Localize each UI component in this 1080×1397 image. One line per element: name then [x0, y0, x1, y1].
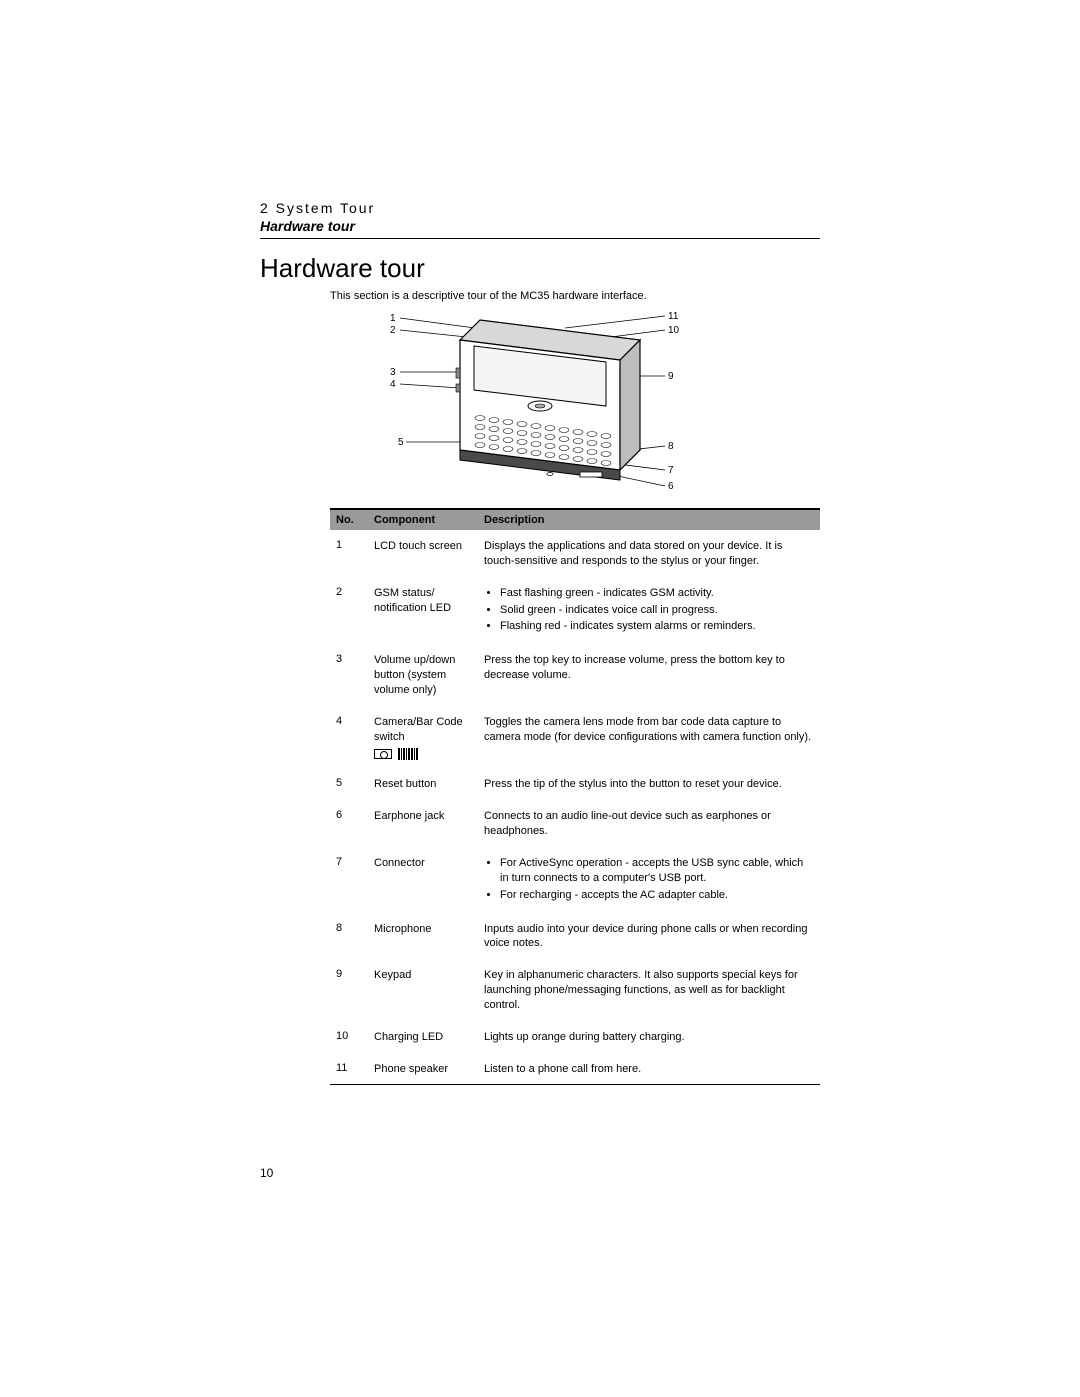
cell-component: Connector	[374, 856, 484, 905]
table-row: 4Camera/Bar Code switchToggles the camer…	[330, 706, 820, 769]
device-diagram: 1 2 3 4 5 6 7 8 9 10 11	[330, 310, 730, 500]
bullet-item: For recharging - accepts the AC adapter …	[500, 888, 814, 903]
cell-description: Lights up orange during battery charging…	[484, 1030, 814, 1045]
cell-no: 7	[336, 856, 374, 905]
table-row: 6Earphone jackConnects to an audio line-…	[330, 800, 820, 847]
callout-8: 8	[668, 442, 674, 452]
cell-component: GSM status/ notification LED	[374, 586, 484, 637]
cell-component: Phone speaker	[374, 1062, 484, 1077]
cell-no: 5	[336, 777, 374, 792]
callout-5: 5	[398, 438, 404, 448]
callout-11: 11	[668, 312, 678, 322]
component-table: No. Component Description 1LCD touch scr…	[330, 508, 820, 1085]
callout-3: 3	[390, 368, 396, 378]
callout-10: 10	[668, 326, 679, 336]
cell-no: 10	[336, 1030, 374, 1045]
cell-component: Camera/Bar Code switch	[374, 715, 484, 761]
cell-component: Charging LED	[374, 1030, 484, 1045]
camera-barcode-icon	[374, 748, 476, 760]
cell-no: 11	[336, 1062, 374, 1077]
col-header-desc: Description	[484, 514, 814, 526]
col-header-comp: Component	[374, 514, 484, 526]
callout-2: 2	[390, 326, 396, 336]
cell-no: 1	[336, 539, 374, 569]
callout-9: 9	[668, 372, 674, 382]
cell-description: Connects to an audio line-out device suc…	[484, 809, 814, 839]
table-row: 2GSM status/ notification LED Fast flashi…	[330, 577, 820, 645]
cell-description: For ActiveSync operation - accepts the U…	[484, 856, 814, 905]
bullet-item: Fast flashing green - indicates GSM acti…	[500, 586, 814, 601]
cell-description: Key in alphanumeric characters. It also …	[484, 968, 814, 1013]
page-body: 2 System Tour Hardware tour Hardware tou…	[260, 200, 820, 1085]
table-row: 11Phone speakerListen to a phone call fr…	[330, 1053, 820, 1085]
cell-description: Inputs audio into your device during pho…	[484, 922, 814, 952]
bullet-item: Flashing red - indicates system alarms o…	[500, 619, 814, 634]
cell-description: Fast flashing green - indicates GSM acti…	[484, 586, 814, 637]
callout-6: 6	[668, 482, 674, 492]
cell-no: 4	[336, 715, 374, 761]
callout-7: 7	[668, 466, 674, 476]
cell-component: LCD touch screen	[374, 539, 484, 569]
cell-description: Press the tip of the stylus into the but…	[484, 777, 814, 792]
table-row: 5Reset buttonPress the tip of the stylus…	[330, 768, 820, 800]
cell-component: Reset button	[374, 777, 484, 792]
cell-component: Volume up/down button (system volume onl…	[374, 653, 484, 698]
intro-text: This section is a descriptive tour of th…	[330, 290, 820, 302]
table-row: 8MicrophoneInputs audio into your device…	[330, 913, 820, 960]
cell-description: Listen to a phone call from here.	[484, 1062, 814, 1077]
table-row: 10Charging LEDLights up orange during ba…	[330, 1021, 820, 1053]
cell-no: 6	[336, 809, 374, 839]
callout-1: 1	[390, 314, 396, 324]
table-row: 7Connector For ActiveSync operation - acc…	[330, 847, 820, 913]
cell-description: Displays the applications and data store…	[484, 539, 814, 569]
cell-component: Microphone	[374, 922, 484, 952]
cell-component: Keypad	[374, 968, 484, 1013]
chapter-heading: 2 System Tour	[260, 200, 820, 216]
cell-description: Press the top key to increase volume, pr…	[484, 653, 814, 698]
col-header-no: No.	[336, 514, 374, 526]
cell-no: 3	[336, 653, 374, 698]
cell-no: 9	[336, 968, 374, 1013]
cell-no: 8	[336, 922, 374, 952]
table-row: 1LCD touch screenDisplays the applicatio…	[330, 530, 820, 577]
callout-4: 4	[390, 380, 396, 390]
page-title: Hardware tour	[260, 253, 820, 284]
bullet-item: For ActiveSync operation - accepts the U…	[500, 856, 814, 886]
table-row: 9KeypadKey in alphanumeric characters. I…	[330, 959, 820, 1021]
table-row: 3Volume up/down button (system volume on…	[330, 644, 820, 706]
cell-component: Earphone jack	[374, 809, 484, 839]
section-heading: Hardware tour	[260, 218, 820, 234]
header-rule	[260, 238, 820, 239]
bullet-item: Solid green - indicates voice call in pr…	[500, 603, 814, 618]
cell-no: 2	[336, 586, 374, 637]
table-header-row: No. Component Description	[330, 510, 820, 530]
cell-description: Toggles the camera lens mode from bar co…	[484, 715, 814, 761]
page-number: 10	[260, 1166, 273, 1180]
